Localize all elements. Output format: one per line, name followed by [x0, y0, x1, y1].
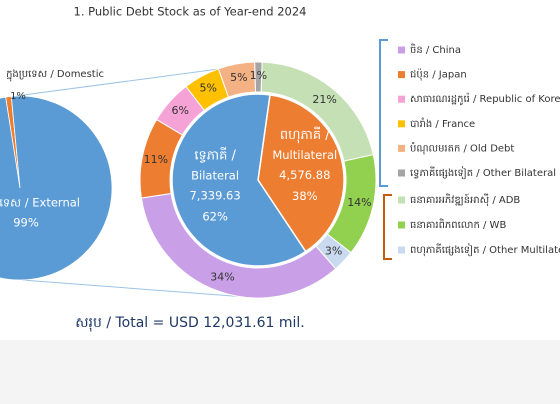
pie-slice: [257, 93, 345, 253]
legend-swatch: [398, 46, 405, 54]
category-label: ក្នុងប្រទេស / Domestic: [6, 69, 104, 82]
legend-swatch: [398, 169, 405, 177]
legend-swatch: [398, 246, 405, 254]
value-label: 34%: [210, 271, 234, 284]
value-label: 1%: [10, 91, 26, 102]
legend-bracket: [379, 39, 388, 187]
legend-label: ធនាគារពិភពលោក / WB: [410, 218, 506, 231]
legend-label: ពហុភាគីផ្សេងទៀត / Other Multilateral: [410, 243, 560, 257]
legend-swatch: [398, 95, 405, 103]
value-label: 1%: [250, 69, 267, 82]
value-label: 99%: [13, 216, 39, 230]
value-label: 4,576.88: [279, 168, 330, 182]
legend-swatch: [398, 221, 405, 229]
connector-line: [21, 279, 247, 298]
legend-label: សាធារណរដ្ឋកូរ៉េ / Republic of Korea: [410, 92, 560, 106]
ring-segment: [254, 61, 263, 93]
value-label: 3%: [325, 244, 342, 257]
category-label: ក្រៅប្រទេស / External: [0, 196, 80, 210]
legend-swatch: [398, 71, 405, 79]
legend-label: ទ្វេភាគីផ្សេងទៀត / Other Bilateral: [410, 166, 556, 180]
value-label: 14%: [347, 196, 371, 209]
pie-slice: [171, 93, 307, 267]
value-label: 5%: [230, 71, 247, 84]
category-label: ទ្វេភាគី /: [194, 146, 236, 163]
legend-swatch: [398, 196, 405, 204]
legend-label: ចិន / China: [410, 43, 461, 56]
category-label: ពហុភាគី /: [280, 126, 330, 144]
category-label: Multilateral: [272, 148, 337, 162]
legend-label: បំណុលមរតក / Old Debt: [410, 141, 514, 155]
value-label: 38%: [292, 189, 318, 203]
value-label: 21%: [312, 93, 336, 106]
value-label: 7,339.63: [189, 188, 240, 202]
legend-label: បារាំង / France: [410, 117, 475, 130]
value-label: 11%: [144, 153, 168, 166]
legend-bracket: [383, 194, 392, 260]
total-label: សរុប / Total = USD 12,031.61 mil.: [75, 315, 305, 332]
legend-swatch: [398, 144, 405, 152]
pie-slice: [0, 95, 113, 281]
legend-label: ជប៉ុន / Japan: [410, 68, 467, 82]
legend-label: ធនាគារអភិវឌ្ឍន៍អាស៊ី / ADB: [410, 193, 520, 207]
legend-swatch: [398, 120, 405, 128]
footer-band: [0, 340, 560, 404]
value-label: 5%: [199, 82, 216, 95]
value-label: 62%: [202, 209, 228, 223]
category-label: Bilateral: [191, 168, 239, 182]
chart-title: 1. Public Debt Stock as of Year-end 2024: [74, 5, 307, 19]
value-label: 6%: [172, 104, 189, 117]
